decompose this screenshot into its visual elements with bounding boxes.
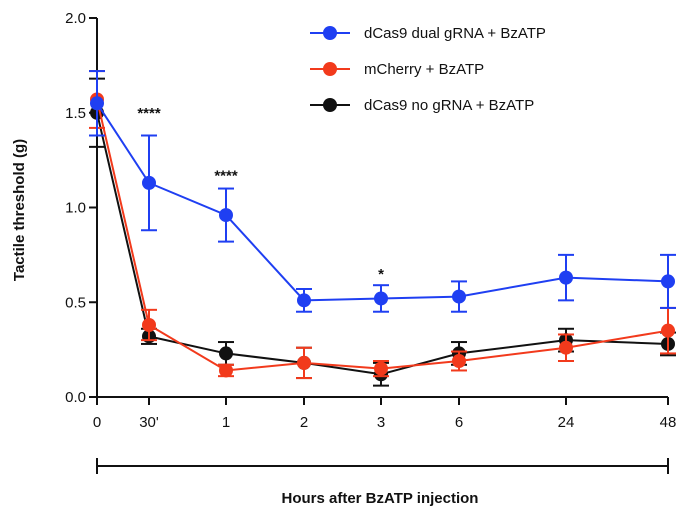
y-tick-label: 1.0 — [65, 200, 86, 217]
x-tick-label: 48 — [660, 414, 677, 431]
y-tick-label: 2.0 — [65, 10, 86, 27]
legend-entry: mCherry + BzATP — [310, 61, 484, 78]
series-0 — [89, 70, 676, 313]
legend-entry: dCas9 dual gRNA + BzATP — [310, 25, 546, 42]
data-point — [90, 96, 104, 111]
data-point — [661, 323, 675, 338]
y-tick-label: 0.0 — [65, 389, 86, 406]
legend-marker — [323, 98, 337, 112]
series-layer — [89, 70, 676, 387]
data-point — [219, 208, 233, 223]
significance-label: * — [378, 266, 384, 283]
data-point — [452, 289, 466, 304]
legend-marker — [323, 26, 337, 40]
series-line — [96, 102, 669, 302]
data-point — [142, 175, 156, 190]
series-2 — [89, 77, 676, 387]
series-line — [96, 99, 669, 372]
data-point — [142, 317, 156, 332]
legend-label: dCas9 dual gRNA + BzATP — [364, 25, 546, 42]
data-point — [219, 363, 233, 378]
legend-label: dCas9 no gRNA + BzATP — [364, 97, 534, 114]
x-tick-label: 24 — [558, 414, 575, 431]
data-point — [559, 340, 573, 355]
significance-label: **** — [214, 167, 238, 184]
x-axis-title: Hours after BzATP injection — [282, 490, 479, 507]
annotation-layer: ********* — [137, 105, 384, 283]
series-1 — [89, 70, 676, 380]
x-tick-label: 0 — [93, 414, 101, 431]
axes: 0.0 0.5 1.0 1.5 2.0 0 30' 1 2 3 6 24 48 — [65, 10, 676, 474]
data-point — [452, 353, 466, 368]
legend: dCas9 dual gRNA + BzATP mCherry + BzATP dC… — [310, 25, 546, 114]
data-point — [374, 361, 388, 376]
data-point — [219, 346, 233, 361]
data-point — [661, 274, 675, 289]
data-point — [374, 291, 388, 306]
x-tick-label: 6 — [455, 414, 463, 431]
series-line — [96, 112, 669, 376]
data-point — [559, 270, 573, 285]
y-axis-title: Tactile threshold (g) — [11, 139, 28, 281]
legend-entry: dCas9 no gRNA + BzATP — [310, 97, 534, 114]
legend-label: mCherry + BzATP — [364, 61, 484, 78]
x-tick-label: 2 — [300, 414, 308, 431]
y-tick-label: 0.5 — [65, 294, 86, 311]
y-tick-label: 1.5 — [65, 105, 86, 122]
x-tick-label: 1 — [222, 414, 230, 431]
x-tick-label: 30' — [139, 414, 159, 431]
significance-label: **** — [137, 105, 161, 122]
x-tick-label: 3 — [377, 414, 385, 431]
legend-marker — [323, 62, 337, 76]
data-point — [297, 293, 311, 308]
data-point — [297, 355, 311, 370]
